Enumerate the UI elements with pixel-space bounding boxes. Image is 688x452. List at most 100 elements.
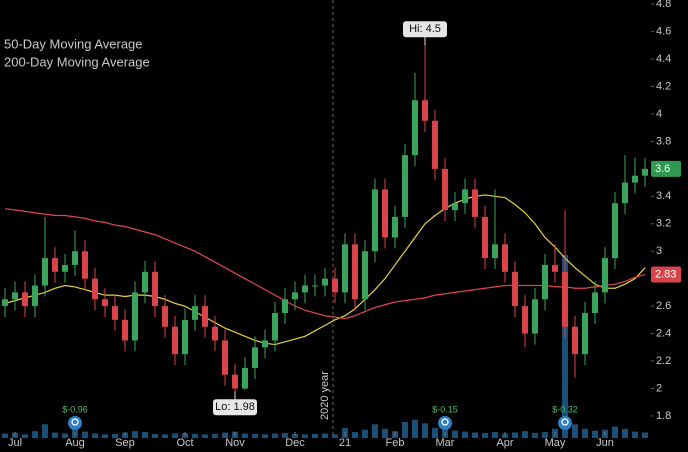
volume-bar — [272, 433, 278, 438]
volume-bar — [422, 423, 428, 438]
y-tick-label: 3.8 — [656, 135, 671, 147]
x-tick-label: Jul — [8, 437, 22, 449]
candle-body — [42, 258, 48, 286]
x-tick-label: 21 — [339, 437, 351, 449]
x-tick-label: Aug — [65, 437, 85, 449]
volume-bar — [462, 431, 468, 438]
annotation-label: Lo: 1.98 — [215, 401, 255, 413]
candle-body — [132, 292, 138, 341]
earnings-label: $-0.15 — [432, 404, 458, 414]
volume-bar — [282, 432, 288, 438]
volume-bar — [42, 424, 48, 438]
volume-bar — [512, 432, 518, 438]
volume-bar — [562, 255, 568, 438]
y-tick-label: 4.6 — [656, 25, 671, 37]
candle-body — [212, 326, 218, 341]
candle-body — [262, 340, 268, 348]
price-tag — [651, 160, 681, 177]
volume-bar — [312, 433, 318, 438]
year-label: 2020 year — [319, 371, 331, 420]
price-tag — [651, 266, 681, 283]
candle-body — [482, 216, 488, 259]
candle-body — [2, 299, 8, 307]
candle-body — [182, 319, 188, 355]
volume-bar — [52, 432, 58, 438]
volume-bar — [242, 433, 248, 438]
candle-body — [572, 326, 578, 355]
candle-body — [402, 155, 408, 217]
y-tick-label: 1.8 — [656, 410, 671, 422]
y-tick-label: 4.2 — [656, 80, 671, 92]
candle-body — [362, 251, 368, 300]
volume-bar — [152, 433, 158, 438]
volume-bar — [582, 428, 588, 438]
volume-bar — [622, 428, 628, 438]
earnings-icon — [558, 416, 572, 430]
y-tick-label: 2 — [656, 382, 662, 394]
x-tick-label: May — [545, 437, 566, 449]
candle-body — [612, 203, 618, 259]
x-tick-label: Dec — [285, 437, 305, 449]
volume-bar — [102, 434, 108, 438]
moving-average-line — [4, 208, 646, 320]
y-tick-label: 2.6 — [656, 300, 671, 312]
candle-body — [542, 264, 548, 300]
volume-bar — [532, 432, 538, 438]
candle-body — [52, 258, 58, 272]
volume-bar — [362, 429, 368, 438]
earnings-icon-glyph — [561, 418, 569, 426]
candle-body — [172, 326, 178, 355]
volume-bar — [642, 432, 648, 438]
candle-body — [432, 120, 438, 169]
candle-body — [252, 347, 258, 368]
annotation-label: Hi: 4.5 — [409, 23, 441, 35]
candle-body — [12, 292, 18, 300]
candle-body — [32, 285, 38, 307]
candle-body — [452, 203, 458, 211]
candle-body — [102, 299, 108, 307]
candle-body — [422, 100, 428, 121]
x-tick-label: Oct — [176, 437, 193, 449]
candle-body — [522, 306, 528, 334]
volume-bar — [82, 431, 88, 438]
candle-body — [272, 312, 278, 341]
x-tick-label: Feb — [386, 437, 405, 449]
x-tick-label: Apr — [496, 437, 513, 449]
candle-body — [642, 168, 648, 176]
candle-body — [332, 278, 338, 293]
annotation-box — [403, 21, 447, 38]
volume-bar — [402, 421, 408, 438]
legend-entry: 50-Day Moving Average — [4, 36, 143, 51]
candle-body — [622, 182, 628, 204]
candle-body — [142, 271, 148, 293]
y-tick-label: 4.4 — [656, 53, 671, 65]
volume-bar — [352, 432, 358, 438]
candle-body — [122, 319, 128, 341]
volume-bar — [332, 434, 338, 438]
candle-body — [462, 189, 468, 204]
volume-bar — [202, 434, 208, 438]
earnings-icon-glyph — [71, 418, 79, 426]
earnings-icon — [68, 416, 82, 430]
candle-body — [92, 278, 98, 300]
candle-body — [82, 251, 88, 279]
candle-body — [502, 244, 508, 272]
y-tick-label: 4 — [656, 108, 662, 120]
volume-bar — [222, 432, 228, 438]
volume-bar — [572, 424, 578, 438]
y-tick-label: 4.8 — [656, 0, 671, 10]
x-tick-label: Jun — [596, 437, 614, 449]
y-tick-label: 3.4 — [656, 190, 671, 202]
candle-body — [512, 271, 518, 307]
volume-bar — [252, 433, 258, 438]
candle-body — [552, 264, 558, 272]
candle-body — [632, 175, 638, 183]
volume-bar — [612, 426, 618, 438]
volume-bar — [382, 428, 388, 438]
earnings-label: $-0.96 — [62, 404, 88, 414]
candle-body — [582, 312, 588, 355]
volume-bar — [192, 433, 198, 438]
candle-body — [162, 306, 168, 327]
